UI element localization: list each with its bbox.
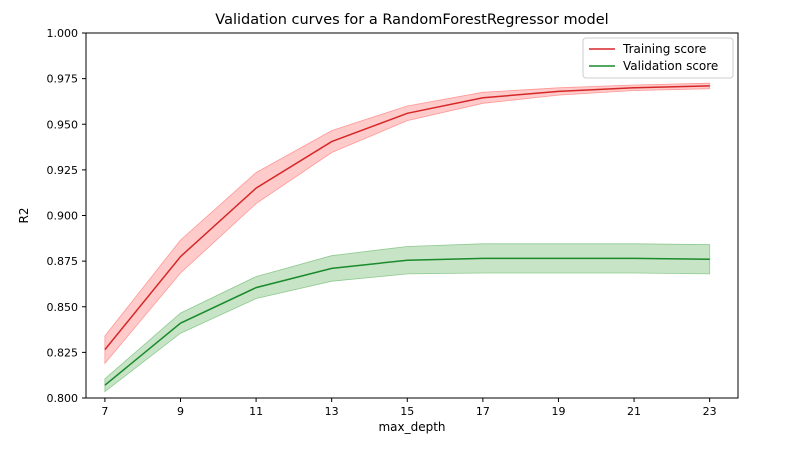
- legend-box: [582, 37, 734, 79]
- x-tick-label: 19: [551, 405, 565, 418]
- x-tick-label: 11: [249, 405, 263, 418]
- legend-entry: Training score: [622, 42, 706, 56]
- y-tick-label: 0.975: [47, 73, 79, 86]
- y-tick-label: 0.850: [47, 301, 79, 314]
- y-tick-label: 0.875: [47, 255, 79, 268]
- y-tick-label: 0.825: [47, 346, 79, 359]
- x-tick-label: 13: [325, 405, 339, 418]
- x-tick-label: 15: [400, 405, 414, 418]
- x-tick-label: 17: [476, 405, 490, 418]
- x-tick-label: 23: [703, 405, 717, 418]
- y-tick-label: 0.800: [47, 392, 79, 405]
- validation-score-line: [104, 257, 710, 386]
- y-tick-label: 1.000: [47, 27, 79, 40]
- validation-score-band: [104, 243, 711, 393]
- x-tick-label: 21: [627, 405, 641, 418]
- training-score-line: [104, 85, 710, 351]
- training-score-band: [104, 82, 711, 365]
- x-tick-label: 7: [101, 405, 108, 418]
- y-tick-label: 0.950: [47, 118, 79, 131]
- chart-title: Validation curves for a RandomForestRegr…: [215, 12, 608, 28]
- y-tick-label: 0.925: [47, 164, 79, 177]
- legend: Training score Validation score: [582, 37, 734, 79]
- x-tick-label: 9: [177, 405, 184, 418]
- y-axis-label: R2: [17, 208, 31, 224]
- legend-entry: Validation score: [623, 59, 718, 73]
- y-tick-label: 0.900: [47, 210, 79, 223]
- x-axis-label: max_depth: [378, 420, 445, 434]
